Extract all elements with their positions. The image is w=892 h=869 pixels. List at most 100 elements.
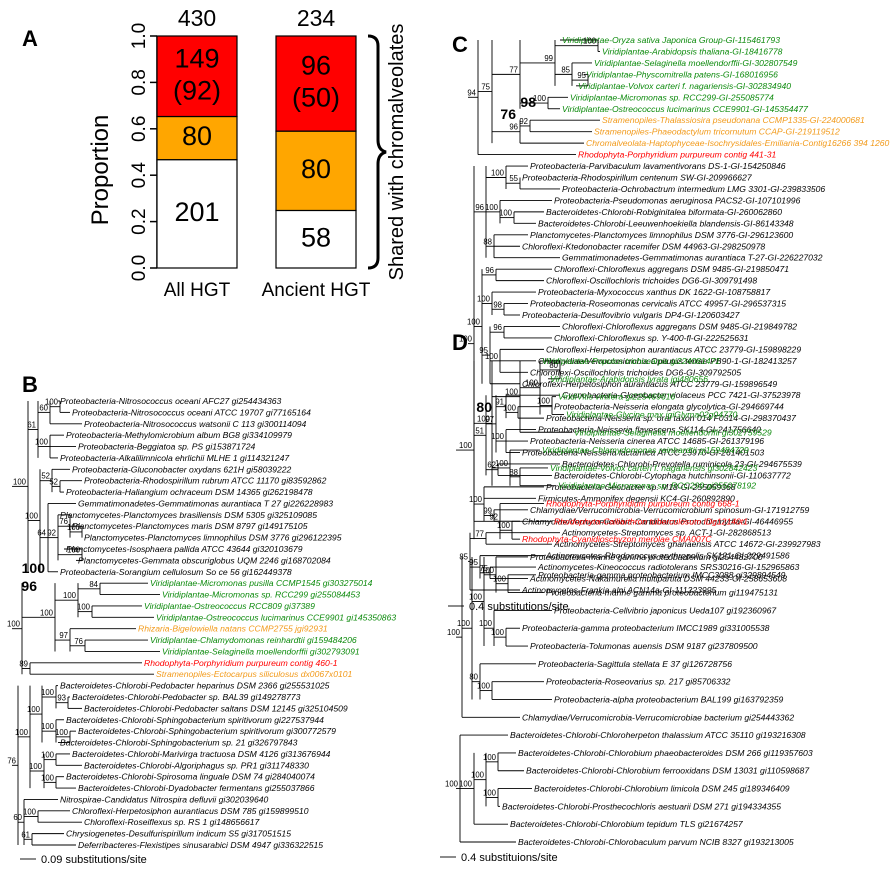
- taxon-label: Proteobacteria-Rhodospirillum centenum S…: [522, 173, 753, 183]
- taxon-label: Chlamydiae/Verrucomicrobia-Candidatus Pr…: [522, 516, 793, 526]
- taxon-label: Proteobacteria-marine gamma proteobacter…: [546, 588, 778, 598]
- bootstrap-value: 100: [477, 295, 491, 304]
- taxon-label: ViridiVitis vinifera gi225469616: [558, 392, 675, 402]
- bootstrap-key-value: 96: [21, 578, 37, 594]
- taxon-label: Rhodophyta-Porphyridium purpureum contig…: [144, 658, 338, 668]
- taxon-label: Firmicutes-Ammonifex degensii KC4-GI-260…: [538, 493, 735, 503]
- bootstrap-value: 100: [25, 512, 39, 521]
- taxon-label: Deferribacteres-Flexistipes sinusarabici…: [78, 840, 323, 850]
- taxon-label: Bacteroidetes-Chlorobi-Marivirga tractuo…: [72, 749, 331, 759]
- taxon-label: Viridiplantae-Volvox carteri f. nagarien…: [550, 463, 758, 473]
- taxon-label: Viridiplantae-Oryza sativa Japonica Grou…: [562, 35, 780, 45]
- bootstrap-value: 52: [49, 477, 58, 486]
- taxon-label: Actinomycetes-Streptomyces sp. ACT-1-GI-…: [561, 528, 771, 538]
- taxon-label: Chloroflexi-Chloroflexus sp. Y-400-fl-GI…: [554, 333, 749, 343]
- taxon-label: Bacteroidetes-Chlorobi-Chlorobium phaeob…: [518, 748, 813, 758]
- bootstrap-value: 76: [7, 756, 16, 765]
- taxon-label: Bacteroidetes-Chlorobi-Cytophaga hutchin…: [554, 470, 791, 480]
- y-axis-ticks: 0.0 0.2 0.4 0.6 0.8 1.0: [129, 23, 158, 281]
- taxon-label: Gemmatimonadetes-Gemmatimonas aurantiaca…: [78, 498, 333, 508]
- bootstrap-value: 100: [27, 705, 41, 714]
- bootstrap-value: 80: [549, 361, 558, 370]
- bootstrap-value: 80: [469, 673, 478, 682]
- bootstrap-value: 100: [469, 593, 483, 602]
- bootstrap-value: 100: [469, 495, 483, 504]
- taxon-label: Viridiplantae-Ostreococcus RCC809 gi3738…: [144, 601, 315, 611]
- bootstrap-value: 92: [47, 529, 56, 538]
- taxon-label: Chlamydiae/Verrucomicrobia-Verrucomicrob…: [530, 505, 809, 515]
- taxon-label: Bacteroidetes-Chlorobi-Dyadobacter ferme…: [78, 783, 315, 793]
- taxon-label: Proteobacteria-Desulfovibrio vulgaris DP…: [522, 310, 741, 320]
- bootstrap-value: 100: [35, 438, 49, 447]
- panel-c-tree: Viridiplantae-Oryza sativa Japonica Grou…: [448, 35, 892, 613]
- bootstrap-value: 100: [40, 608, 54, 617]
- bootstrap-value: 100: [481, 566, 495, 575]
- taxon-label: Proteobacteria-Methylomicrobium album BG…: [66, 430, 292, 440]
- taxon-label: Cyanobacteria-Gloeobacter violaceus PCC …: [562, 390, 801, 400]
- taxon-label: Proteobacteria-Neisseria lactamica ATCC …: [522, 448, 764, 458]
- segment-label: 80: [182, 121, 212, 151]
- bootstrap-value: 100: [499, 209, 513, 218]
- bootstrap-value: 100: [459, 780, 473, 789]
- bootstrap-value: 95: [577, 71, 586, 80]
- bootstrap-value: 100: [495, 459, 509, 468]
- bootstrap-value: 76: [74, 637, 83, 646]
- taxon-label: Bacteroidetes-Chlorobi-Chlorobium ferroo…: [526, 766, 810, 776]
- bootstrap-value: 100: [525, 379, 539, 388]
- panel-label-d: D: [452, 330, 468, 355]
- bootstrap-value: 100: [13, 477, 27, 486]
- taxon-label: Bacteroidetes-Chlorobi-Spirosoma lingual…: [66, 772, 315, 782]
- bootstrap-value: 100: [67, 546, 81, 555]
- bootstrap-value: 51: [475, 426, 484, 435]
- bootstrap-value: 100: [491, 628, 505, 637]
- bootstrap-value: 100: [477, 414, 491, 423]
- segment-label: (50): [292, 83, 340, 113]
- panel-label-a: A: [22, 26, 38, 51]
- taxon-label: Chloroflexi-Chloroflexus aggregans DSM 9…: [554, 264, 789, 274]
- taxon-label: Viridiplantae-Ostreococcus lucimarinus C…: [562, 104, 809, 114]
- taxon-label: Proteobacteria-Haliangium ochraceum DSM …: [66, 487, 313, 497]
- bootstrap-value: 100: [445, 780, 459, 789]
- bootstrap-value: 100: [467, 317, 481, 326]
- bootstrap-value: 94: [467, 88, 476, 97]
- taxon-label: Proteobacteria-Tolumonas auensis DSM 918…: [530, 641, 758, 651]
- bootstrap-value: 64: [37, 529, 46, 538]
- taxon-label: Viridiplantae-Glycine max jgiGlyma02g047…: [566, 409, 738, 419]
- taxon-label: Chrysiogenetes-Desulfurispirillum indicu…: [66, 829, 291, 839]
- bootstrap-value: 100: [457, 619, 471, 628]
- bootstrap-value: 100: [483, 788, 497, 797]
- taxon-label: Proteobacteria-Roseovarius sp. 217 gi857…: [546, 677, 731, 687]
- taxon-label: Proteobacteria-Nitrosococcus watsonii C …: [84, 419, 307, 429]
- taxon-label: Viridiplantae-Volvox carteri f. nagarien…: [578, 81, 791, 91]
- bootstrap-value: 100: [459, 441, 473, 450]
- panel-label-b: B: [22, 372, 38, 397]
- stacked-bars: 201 80 149(92) 430 All HGT 58 80 96(50) 234 Ancie…: [156, 5, 371, 301]
- taxon-label: Viridiplantae-Chlamydomonas reinhardtii …: [150, 635, 357, 645]
- panel-d-tree: Viridiplantae-Populus trichocarpa gi2240…: [440, 356, 813, 864]
- taxon-label: Viridiplantae-Populus trichocarpa gi2240…: [542, 356, 720, 366]
- bootstrap-value: 100: [483, 753, 497, 762]
- taxon-label: Viridiplantae-Selaginella moellendorffii…: [574, 427, 772, 437]
- y-tick-label: 0.8: [129, 69, 150, 95]
- taxon-label: Bacteroidetes-Chlorobi-Robiginitalea bif…: [546, 207, 782, 217]
- bar-segment: [156, 35, 238, 118]
- taxon-label: Bacteroidetes-Chlorobi-Pedobacter sp. BA…: [72, 692, 301, 702]
- taxon-label: Actinomycetes-Frankia alni ACN14a-GI-111…: [521, 585, 716, 595]
- bootstrap-value: 100: [471, 771, 485, 780]
- bootstrap-value: 100: [477, 682, 491, 691]
- taxon-label: Planctomycetes-Isosphaera pallida ATCC 4…: [66, 544, 303, 554]
- bootstrap-value: 100: [485, 352, 499, 361]
- taxon-label: Bacteroidetes-Chlorobi-Pedobacter hepari…: [60, 681, 330, 691]
- bootstrap-value: 100: [55, 728, 69, 737]
- y-tick-label: 0.2: [129, 208, 150, 234]
- taxon-label: Bacteroidetes-Chlorobi-Pedobacter saltan…: [84, 703, 348, 713]
- taxon-label: Planctomycetes-Gemmata obscuriglobus UQM…: [78, 555, 331, 565]
- bar-segment: [275, 35, 357, 132]
- taxon-label: Proteobacteria-gamma proteobacterium IMC…: [538, 570, 786, 580]
- taxon-label: Chloroflexi-Oscillochloris trichoides DG…: [546, 276, 757, 286]
- bracket: [367, 34, 387, 270]
- y-tick-label: 1.0: [129, 23, 150, 49]
- taxon-label: Chloroflexi-Ktedonobacter racemifer DSM …: [522, 241, 765, 251]
- taxon-label: Stramenopiles-Phaeodactylum tricornutum …: [594, 127, 840, 137]
- taxon-label: Proteobacteria-Neisseria sp. oral taxon …: [546, 413, 797, 423]
